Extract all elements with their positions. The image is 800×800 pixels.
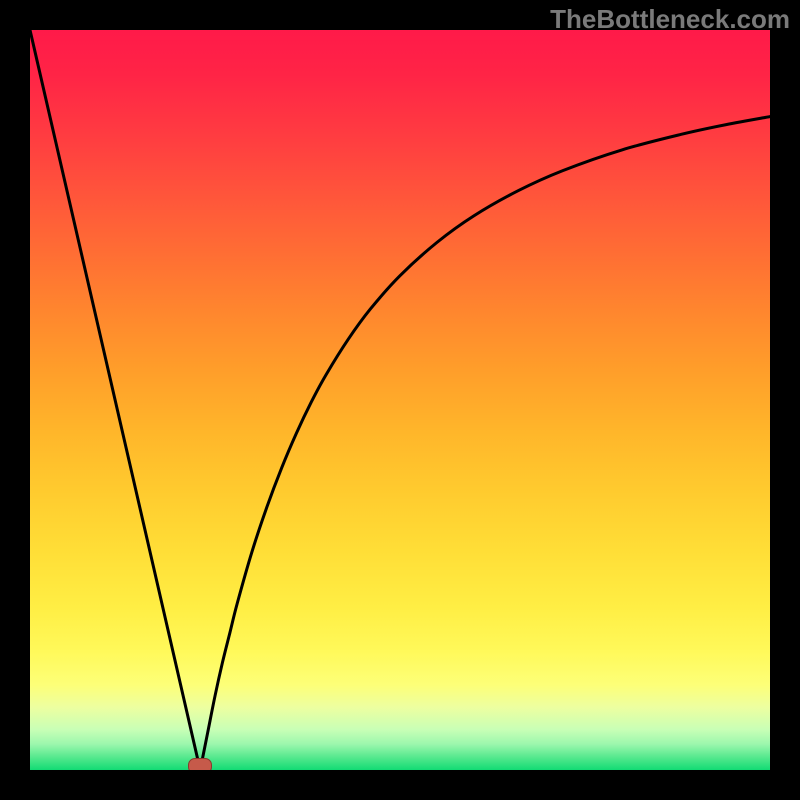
bottleneck-curve [30, 30, 770, 770]
watermark-text: TheBottleneck.com [550, 4, 790, 35]
plot-area [30, 30, 770, 770]
optimum-marker [188, 758, 212, 770]
bottleneck-chart: TheBottleneck.com [0, 0, 800, 800]
